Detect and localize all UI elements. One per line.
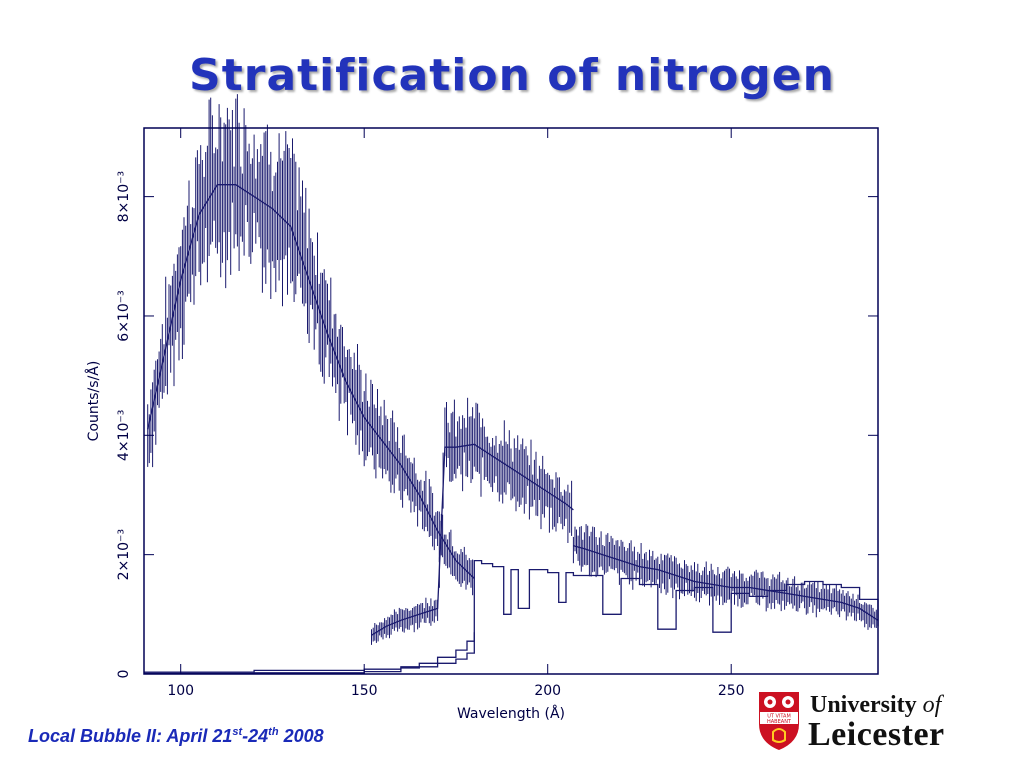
axis-ticks: 100 150 200 250 0 2×10⁻³ 4×10⁻³ 6×10⁻³ 8×10⁻³ bbox=[116, 128, 878, 699]
footer-mid: -24 bbox=[242, 726, 269, 746]
x-tick-label: 250 bbox=[718, 683, 745, 699]
footer-sup-th: th bbox=[268, 726, 279, 738]
footer-sup-st: st bbox=[232, 726, 243, 738]
plot-frame bbox=[143, 127, 879, 675]
spectrum-data-series-0 bbox=[147, 94, 474, 596]
x-axis-label: Wavelength (Å) bbox=[457, 705, 565, 722]
y-axis-label: Counts/s/Å) bbox=[85, 361, 102, 442]
spectrum-model-series-3 bbox=[371, 443, 574, 636]
spectrum-data-series-2 bbox=[371, 397, 573, 645]
university-logo: UT VITAM HABEANT University of Leicester bbox=[756, 690, 1006, 756]
y-tick-label: 8×10⁻³ bbox=[116, 171, 132, 222]
y-tick-label: 4×10⁻³ bbox=[116, 410, 132, 461]
footer-prefix: Local Bubble II: April 21 bbox=[28, 726, 233, 746]
crest-icon: UT VITAM HABEANT bbox=[759, 692, 799, 750]
logo-of: of bbox=[922, 692, 942, 718]
footer-text: Local Bubble II: April 21st-24th 2008 bbox=[28, 726, 324, 747]
logo-leicester: Leicester bbox=[808, 716, 945, 753]
spectrum-model-series-5 bbox=[573, 545, 879, 621]
x-tick-label: 100 bbox=[167, 683, 194, 699]
y-tick-label: 2×10⁻³ bbox=[116, 529, 132, 580]
y-tick-label: 0 bbox=[116, 670, 132, 679]
footer-suffix: 2008 bbox=[278, 726, 324, 746]
logo-university: University bbox=[810, 692, 923, 718]
spectrum-data-series-4 bbox=[572, 524, 877, 630]
slide-title: Stratification of nitrogen bbox=[189, 50, 835, 101]
logo-university-text: University of bbox=[810, 692, 941, 719]
spectrum-model-series-1 bbox=[147, 184, 475, 579]
crest-motto-bottom: HABEANT bbox=[767, 719, 792, 725]
chart-marks bbox=[144, 94, 879, 675]
spectrum-model-series-7 bbox=[144, 632, 475, 675]
x-tick-label: 150 bbox=[351, 683, 378, 699]
y-tick-label: 6×10⁻³ bbox=[116, 290, 132, 341]
x-tick-label: 200 bbox=[534, 683, 561, 699]
crest-motto-top: UT VITAM bbox=[767, 714, 791, 720]
spectrum-model-series-6 bbox=[144, 559, 879, 673]
